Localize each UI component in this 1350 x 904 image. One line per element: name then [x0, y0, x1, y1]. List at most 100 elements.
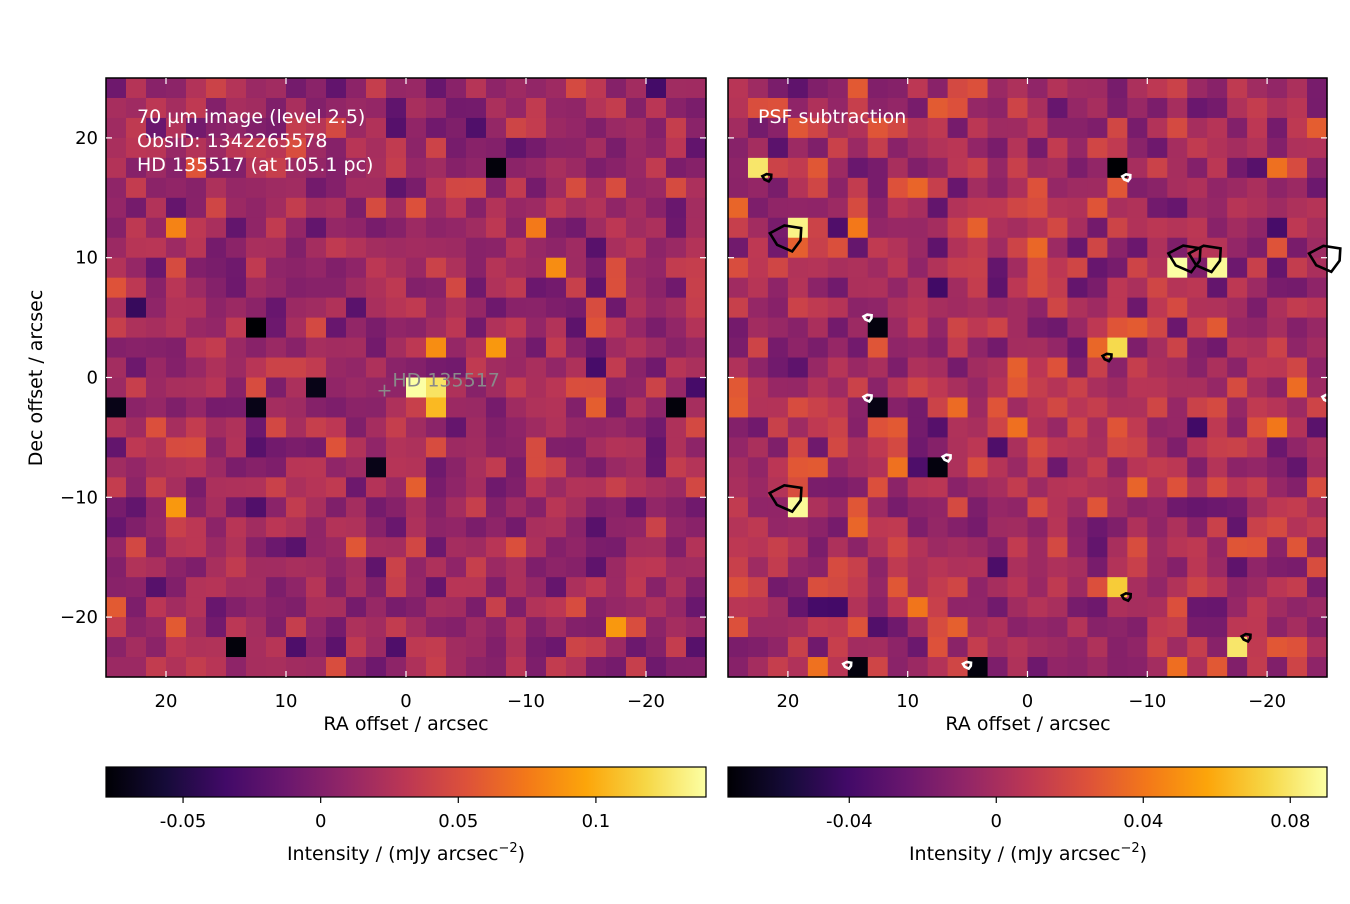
target-marker: + HD 135517: [376, 370, 499, 402]
heatmap-cell: [1167, 537, 1188, 558]
heatmap-cell: [606, 497, 627, 518]
heatmap-cell: [867, 78, 889, 99]
heatmap-cell: [847, 457, 869, 478]
heatmap-cell: [586, 517, 607, 538]
contour-line: [1119, 592, 1133, 603]
heatmap-cell: [1127, 617, 1148, 638]
heatmap-cell: [146, 377, 167, 399]
heatmap-cell: [366, 257, 387, 279]
heatmap-cell: [1287, 557, 1308, 578]
heatmap-cell: [646, 257, 667, 279]
heatmap-cell: [266, 537, 287, 558]
heatmap-cell: [747, 657, 769, 678]
heatmap-cell: [1007, 377, 1029, 399]
heatmap-cell: [526, 237, 547, 259]
heatmap-cell: [967, 637, 989, 658]
heatmap-cell: [226, 78, 247, 99]
heatmap-cell: [606, 197, 627, 219]
heatmap-cell: [1027, 477, 1049, 498]
heatmap-cell: [967, 137, 989, 159]
heatmap-cell: [526, 337, 547, 359]
heatmap-cell: [747, 337, 769, 359]
target-label: HD 135517: [392, 370, 500, 392]
heatmap-cell: [406, 137, 427, 159]
heatmap-cell: [426, 657, 447, 678]
heatmap-cell: [626, 337, 647, 359]
heatmap-cell: [1207, 537, 1228, 558]
heatmap-cell: [1287, 357, 1308, 379]
heatmap-cell: [1307, 457, 1328, 478]
heatmap-cell: [907, 377, 929, 399]
heatmap-cell: [126, 78, 147, 99]
heatmap-cell: [306, 417, 327, 438]
heatmap-cell: [386, 157, 407, 179]
heatmap-cell: [526, 617, 547, 638]
heatmap-cell: [146, 78, 167, 99]
heatmap-cell: [486, 237, 507, 259]
heatmap-cell: [106, 457, 127, 478]
left-colorbar-label: Intensity / (mJy arcsec−2): [287, 841, 525, 865]
heatmap-cell: [566, 497, 587, 518]
heatmap-cell: [286, 277, 307, 299]
heatmap-cell: [1087, 417, 1108, 438]
heatmap-cell: [1047, 277, 1069, 299]
heatmap-cell: [827, 237, 849, 259]
heatmap-cell: [346, 177, 367, 199]
heatmap-cell: [486, 417, 507, 438]
heatmap-cell: [266, 217, 287, 239]
heatmap-cell: [506, 657, 527, 678]
heatmap-cell: [767, 637, 789, 658]
heatmap-cell: [286, 337, 307, 359]
heatmap-cell: [186, 157, 207, 179]
heatmap-cell: [987, 497, 1009, 518]
heatmap-cell: [366, 457, 387, 478]
heatmap-cell: [566, 277, 587, 299]
heatmap-cell: [927, 177, 949, 199]
heatmap-cell: [106, 217, 127, 239]
heatmap-cell: [847, 417, 869, 438]
heatmap-cell: [1227, 297, 1248, 319]
heatmap-cell: [1027, 597, 1049, 618]
heatmap-cell: [466, 477, 487, 498]
heatmap-cell: [1247, 397, 1268, 419]
heatmap-cell: [787, 277, 809, 299]
heatmap-cell: [206, 537, 227, 558]
heatmap-cell: [1247, 417, 1268, 438]
heatmap-cell: [346, 78, 367, 99]
heatmap-cell: [1107, 337, 1128, 359]
heatmap-cell: [426, 437, 447, 458]
heatmap-cell: [266, 477, 287, 498]
heatmap-cell: [246, 517, 267, 538]
heatmap-cell: [807, 437, 829, 458]
heatmap-cell: [626, 297, 647, 319]
heatmap-cell: [1127, 297, 1148, 319]
heatmap-cell: [1307, 317, 1328, 339]
heatmap-cell: [1167, 117, 1188, 139]
heatmap-cell: [887, 617, 909, 638]
heatmap-cell: [867, 277, 889, 299]
heatmap-cell: [1087, 577, 1108, 598]
heatmap-cell: [1127, 237, 1148, 259]
heatmap-cell: [326, 557, 347, 578]
heatmap-cell: [626, 597, 647, 618]
heatmap-cell: [426, 577, 447, 598]
heatmap-cell: [506, 457, 527, 478]
heatmap-cell: [486, 297, 507, 319]
heatmap-cell: [326, 357, 347, 379]
heatmap-cell: [366, 537, 387, 558]
heatmap-cell: [126, 357, 147, 379]
heatmap-cell: [807, 78, 829, 99]
heatmap-cell: [426, 277, 447, 299]
heatmap-cell: [686, 197, 707, 219]
heatmap-cell: [1287, 277, 1308, 299]
heatmap-cell: [1047, 337, 1069, 359]
x-tick-label: 10: [896, 691, 919, 712]
heatmap-cell: [1027, 537, 1049, 558]
heatmap-cell: [887, 317, 909, 339]
heatmap-cell: [1047, 597, 1069, 618]
heatmap-cell: [1207, 297, 1228, 319]
heatmap-cell: [126, 497, 147, 518]
heatmap-cell: [1047, 97, 1069, 119]
heatmap-cell: [146, 537, 167, 558]
heatmap-cell: [226, 637, 247, 658]
